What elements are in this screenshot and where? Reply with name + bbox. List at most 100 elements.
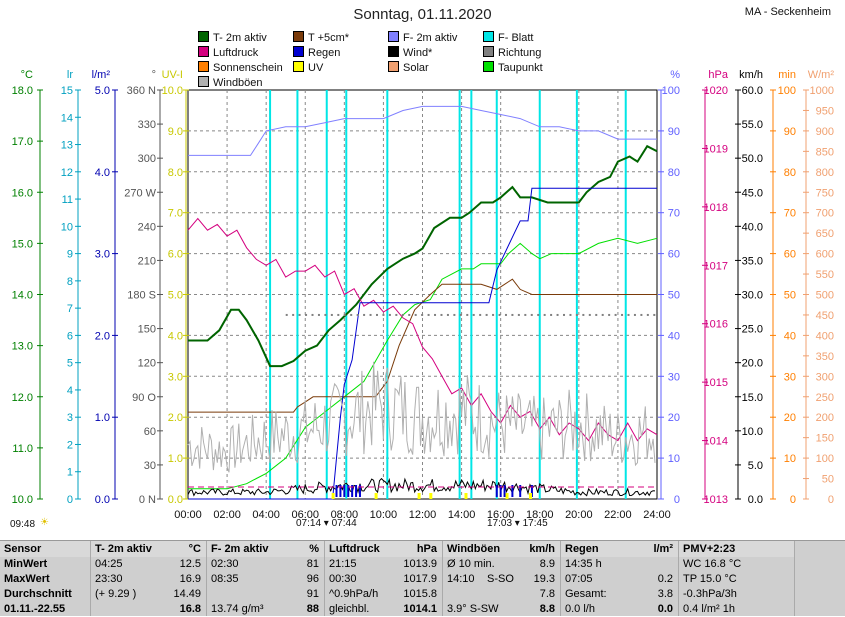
stats-hum-min: 81 xyxy=(306,558,319,570)
rain-marker xyxy=(530,485,533,497)
stats-temp-min: 12.5 xyxy=(179,558,201,570)
axis-tick-label-uv: 3.0 xyxy=(168,371,183,383)
axis-tick-label-dir: 300 xyxy=(138,153,156,165)
stats-hum-abs: 13.74 g/m³ xyxy=(211,603,264,615)
stats-label-last: 01.11.-22.55 xyxy=(4,603,66,615)
uv-marker xyxy=(464,493,468,499)
rain-marker xyxy=(347,485,350,497)
series-richtung xyxy=(427,313,430,316)
axis-tick-label-hpa: 1018 xyxy=(704,202,728,214)
stats-filler xyxy=(794,541,845,616)
axis-tick-label-hum: 100 xyxy=(662,85,680,97)
stats-press-max: 1017.9 xyxy=(403,573,437,585)
axis-tick-label-kmh: 60.0 xyxy=(742,85,763,97)
x-tick-label: 08:00 xyxy=(331,509,359,520)
axis-tick-label-wm2: 800 xyxy=(816,167,834,179)
rain-marker xyxy=(503,485,506,497)
x-tick-label: 02:00 xyxy=(213,509,241,520)
axis-tick-label-uv: 0.0 xyxy=(168,494,183,506)
legend-item: Solar xyxy=(388,61,457,76)
series-regen xyxy=(188,187,657,500)
x-tick-label: 10:00 xyxy=(370,509,398,520)
axis-tick-label-uv: 4.0 xyxy=(168,330,183,342)
stats-gust: Windböen km/h Ø 10 min. 8.9 14:10 S-SO 19.3 … xyxy=(442,541,561,616)
legend-item: F- Blatt xyxy=(483,31,543,46)
station-name: MA - Seckenheim xyxy=(744,6,831,18)
legend-col-3: F- 2m aktiv Wind* Solar xyxy=(388,31,457,76)
axis-tick-label-lr: 2 xyxy=(67,439,73,451)
axis-tick-label-hum: 50 xyxy=(668,290,680,302)
stats-label-max: MaxWert xyxy=(4,573,50,585)
axis-tick-label-temp: 16.0 xyxy=(12,187,33,199)
stats-gust-avg10: 8.9 xyxy=(539,558,555,570)
series-t--2m-aktiv xyxy=(188,144,658,368)
stats-hum-header: F- 2m aktiv xyxy=(211,543,269,555)
axis-tick-label-lr: 7 xyxy=(67,303,73,315)
axis-tick-label-rain: 2.0 xyxy=(95,330,110,342)
axis-tick-label-hpa: 1017 xyxy=(704,260,728,272)
axis-tick-label-min: 50 xyxy=(784,290,796,302)
axis-tick-label-temp: 14.0 xyxy=(12,290,33,302)
stats-temp-diff: (+ 9.29 ) xyxy=(95,588,137,600)
stats-rain-rate: 0.0 l/h xyxy=(565,603,595,615)
axis-unit-temp: °C xyxy=(21,69,33,81)
axis-tick-label-kmh: 25.0 xyxy=(742,324,763,336)
stats-hum-max: 96 xyxy=(306,573,319,585)
legend-item: T +5cm* xyxy=(293,31,349,46)
series-richtung xyxy=(569,313,572,316)
series-richtung xyxy=(530,313,533,316)
series-richtung xyxy=(504,313,507,316)
stats-hum-avg: 91 xyxy=(306,588,319,600)
axis-tick-label-uv: 8.0 xyxy=(168,167,183,179)
stats-gust-header: Windböen xyxy=(447,543,501,555)
legend-col-4: F- Blatt Richtung Taupunkt xyxy=(483,31,543,76)
legend-item: UV xyxy=(293,61,349,76)
series-wind- xyxy=(187,477,656,497)
axis-unit-hum: % xyxy=(670,69,680,81)
x-tick-label: 12:00 xyxy=(409,509,437,520)
series-richtung xyxy=(388,313,391,316)
axis-tick-label-min: 90 xyxy=(784,126,796,138)
axis-tick-label-min: 100 xyxy=(778,85,796,97)
axis-tick-label-rain: 3.0 xyxy=(95,249,110,261)
axis-tick-label-dir: 90 O xyxy=(132,392,156,404)
legend-item: Luftdruck xyxy=(198,46,283,61)
stats-temp-avg: 14.49 xyxy=(173,588,201,600)
axis-tick-label-lr: 13 xyxy=(61,140,73,152)
axis-tick-label-hum: 70 xyxy=(668,208,680,220)
legend-col-2: T +5cm* Regen UV xyxy=(293,31,349,76)
stats-hum-last: 88 xyxy=(306,603,319,615)
series-richtung xyxy=(608,313,611,316)
axis-tick-label-min: 10 xyxy=(784,453,796,465)
series-richtung xyxy=(614,313,617,316)
stats-hum-max-time: 08:35 xyxy=(211,573,239,585)
axis-tick-label-dir: 360 N xyxy=(127,85,156,97)
stats-press-tendency: gleichbl. xyxy=(329,603,370,615)
axis-tick-label-wm2: 550 xyxy=(816,269,834,281)
stats-gust-last: 8.8 xyxy=(539,603,555,615)
x-tick-label: 14:00 xyxy=(448,509,476,520)
uv-marker xyxy=(374,493,378,499)
axis-tick-label-rain: 4.0 xyxy=(95,167,110,179)
series-richtung xyxy=(627,313,630,316)
stats-rain-duration: 14:35 h xyxy=(565,558,602,570)
legend-item: Sonnenschein xyxy=(198,61,283,76)
stats-rain-1h: 0.4 l/m² 1h xyxy=(683,603,735,615)
axis-tick-label-hum: 80 xyxy=(668,167,680,179)
axis-unit-min: min xyxy=(778,69,796,81)
axis-tick-label-wm2: 950 xyxy=(816,105,834,117)
weather-chart: 00:00 02:00 04:00 06:00 08:00 10:00 12:00 14:00… xyxy=(12,69,835,520)
stats-gust-avg10-label: Ø 10 min. xyxy=(447,558,495,570)
axis-tick-label-min: 60 xyxy=(784,249,796,261)
rain-marker xyxy=(511,485,514,497)
axis-tick-label-kmh: 50.0 xyxy=(742,153,763,165)
axis-tick-label-dir: 0 N xyxy=(139,494,156,506)
stats-rain-unit: l/m² xyxy=(653,543,673,555)
stats-dewpoint: TP 15.0 °C xyxy=(683,573,737,585)
stats-rain-max: 0.2 xyxy=(657,573,673,585)
uv-marker xyxy=(528,493,532,499)
uv-marker xyxy=(505,493,509,499)
rain-marker xyxy=(351,485,354,497)
stats-rain-header: Regen xyxy=(565,543,599,555)
axis-unit-dir: ° xyxy=(152,69,156,81)
